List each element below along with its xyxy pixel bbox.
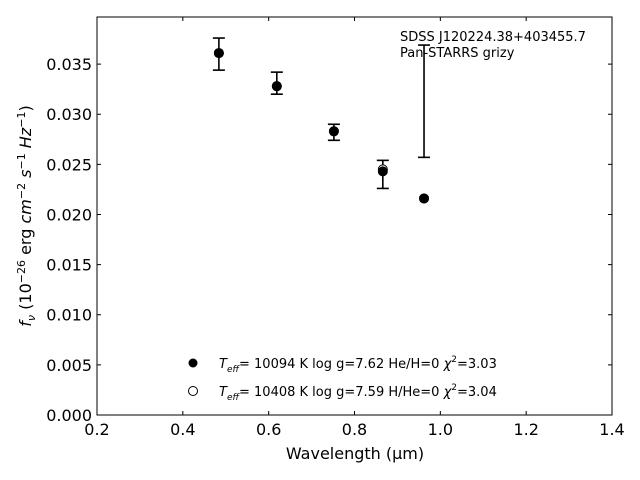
x-tick-label: 0.4 xyxy=(170,420,195,439)
y-tick-label: 0.015 xyxy=(46,256,92,275)
legend: Teff= 10094 K log g=7.62 He/H=0 χ2=3.03 … xyxy=(188,355,497,403)
model-point-filled xyxy=(213,48,224,59)
y-tick-label: 0.020 xyxy=(46,205,92,224)
x-axis-label: Wavelength (μm) xyxy=(286,444,424,463)
model-point-filled xyxy=(419,193,430,204)
model-point-filled xyxy=(328,126,339,137)
y-tick-label: 0.035 xyxy=(46,55,92,74)
x-tick-label: 1.4 xyxy=(599,420,624,439)
legend-entry-1: Teff= 10408 K log g=7.59 H/He=0 χ2=3.04 xyxy=(219,383,497,403)
y-axis-label: fν (10−26 erg cm−2 s−1 Hz−1) xyxy=(15,105,38,326)
legend-marker-open xyxy=(188,386,198,396)
model-point-filled xyxy=(377,166,388,177)
y-tick-label: 0.010 xyxy=(46,306,92,325)
annotation-survey: Pan-STARRS grizy xyxy=(400,46,515,61)
x-tick-label: 1.2 xyxy=(513,420,538,439)
x-tick-label: 1.0 xyxy=(428,420,453,439)
y-tick-label: 0.000 xyxy=(46,406,92,425)
x-tick-label: 0.6 xyxy=(256,420,281,439)
y-tick-label: 0.005 xyxy=(46,356,92,375)
y-tick-label: 0.025 xyxy=(46,155,92,174)
annotation-object: SDSS J120224.38+403455.7 xyxy=(400,30,586,45)
x-tick-label: 0.2 xyxy=(84,420,109,439)
x-tick-label: 0.8 xyxy=(342,420,367,439)
legend-entry-0: Teff= 10094 K log g=7.62 He/H=0 χ2=3.03 xyxy=(219,355,497,375)
y-tick-label: 0.030 xyxy=(46,105,92,124)
model-point-filled xyxy=(271,81,282,92)
legend-marker-filled xyxy=(188,358,198,368)
